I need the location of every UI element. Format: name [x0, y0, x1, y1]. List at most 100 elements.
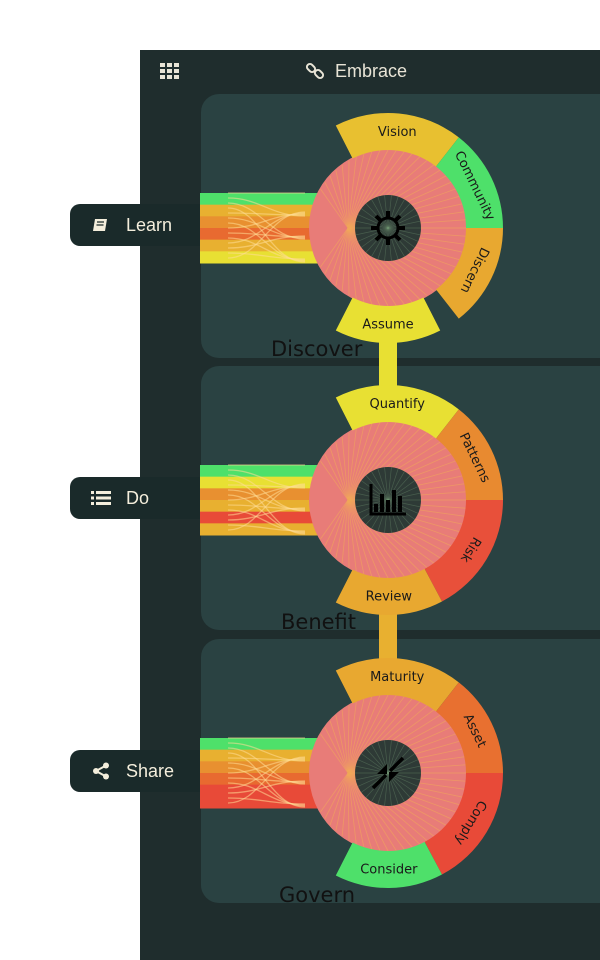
core-line: [355, 220, 389, 229]
fan-line: [347, 160, 350, 229]
segment-community[interactable]: [436, 137, 503, 228]
do-button[interactable]: Do: [70, 477, 200, 519]
core-line: [357, 772, 389, 787]
core-line: [384, 467, 389, 501]
fan-line: [347, 156, 357, 229]
core-line: [361, 208, 389, 229]
segment-comply[interactable]: [424, 773, 503, 875]
fan-line: [347, 227, 365, 303]
fan-line: [329, 175, 349, 229]
fan-line: [347, 150, 381, 229]
core-line: [387, 765, 421, 774]
fan-line: [347, 499, 381, 578]
core-line: [387, 199, 405, 229]
fan-line: [347, 227, 389, 307]
fan-line: [324, 726, 349, 774]
fan-line: [347, 151, 373, 229]
fan-line: [347, 227, 397, 306]
core-line: [377, 772, 389, 805]
fan-line: [347, 423, 373, 501]
segment-quantify[interactable]: [335, 385, 459, 439]
flow-line: [227, 780, 306, 794]
core-line: [384, 740, 389, 774]
fan-line: [347, 772, 381, 851]
fan-line: [347, 423, 405, 501]
connector-discover-benefit: [379, 336, 397, 398]
fan-line: [324, 499, 349, 547]
core-line: [371, 227, 389, 257]
fan-line: [347, 227, 381, 306]
core-line: [387, 214, 419, 229]
share-button[interactable]: Share: [70, 750, 200, 792]
learn-button-label: Learn: [126, 214, 173, 235]
segment-vision[interactable]: [335, 113, 459, 167]
fan-line: [347, 772, 405, 850]
fan-line: [347, 701, 357, 774]
fan-line: [347, 695, 397, 774]
fan-line: [329, 499, 349, 553]
fan-line: [347, 422, 381, 501]
core-line: [387, 772, 392, 806]
core-line: [355, 227, 389, 236]
segment-consider[interactable]: [335, 841, 442, 889]
compress-icon: [371, 756, 405, 790]
fan-line: [347, 499, 389, 579]
core-line: [357, 214, 389, 229]
grid-icon[interactable]: [160, 63, 180, 79]
core-line: [361, 227, 389, 248]
core-line: [387, 741, 399, 774]
fan-line: [324, 181, 349, 229]
fan-line: [329, 720, 349, 774]
fan-line: [347, 425, 365, 501]
core-line: [357, 227, 389, 242]
core-line: [355, 772, 389, 781]
fan-line: [347, 153, 365, 229]
link-icon: [305, 62, 325, 80]
segment-discern[interactable]: [436, 228, 503, 319]
app-title-area: Embrace: [305, 59, 407, 83]
core-line: [377, 227, 389, 260]
fan-line: [347, 698, 365, 774]
bar-chart-icon: [369, 484, 406, 516]
fan-line: [347, 695, 381, 774]
core-line: [387, 227, 405, 257]
fan-line: [347, 151, 405, 229]
core-line: [387, 475, 411, 501]
core-line: [365, 499, 389, 525]
fan-line: [329, 772, 349, 826]
fan-line: [320, 733, 349, 774]
core-line: [387, 740, 392, 774]
fan-line: [320, 499, 349, 540]
learn-button[interactable]: Learn: [70, 204, 200, 246]
core-line: [365, 475, 389, 501]
core-line: [387, 220, 421, 229]
fan-line: [347, 772, 373, 850]
fan-line: [335, 714, 349, 774]
fan-line: [335, 772, 349, 832]
fan-line: [347, 227, 405, 305]
fan-line: [324, 772, 349, 820]
segment-label: Quantify: [370, 397, 426, 412]
segment-asset[interactable]: [436, 682, 503, 773]
fan-line: [347, 696, 373, 774]
core-line: [384, 772, 389, 806]
segment-maturity[interactable]: [335, 658, 459, 712]
fan-line: [324, 453, 349, 501]
flow-line: [227, 483, 306, 531]
core-line: [387, 227, 421, 236]
segment-risk[interactable]: [424, 500, 503, 602]
fan-line: [347, 499, 397, 578]
segment-patterns[interactable]: [436, 409, 503, 500]
segment-review[interactable]: [335, 568, 442, 616]
flow-band: [200, 465, 335, 478]
fan-line: [347, 421, 389, 501]
fan-line: [347, 772, 389, 852]
fan-line: [347, 499, 405, 577]
flow-band: [200, 193, 335, 206]
fan-line: [347, 499, 365, 575]
fan-line: [347, 499, 350, 568]
segment-assume[interactable]: [335, 297, 441, 343]
fan-line: [347, 694, 389, 774]
